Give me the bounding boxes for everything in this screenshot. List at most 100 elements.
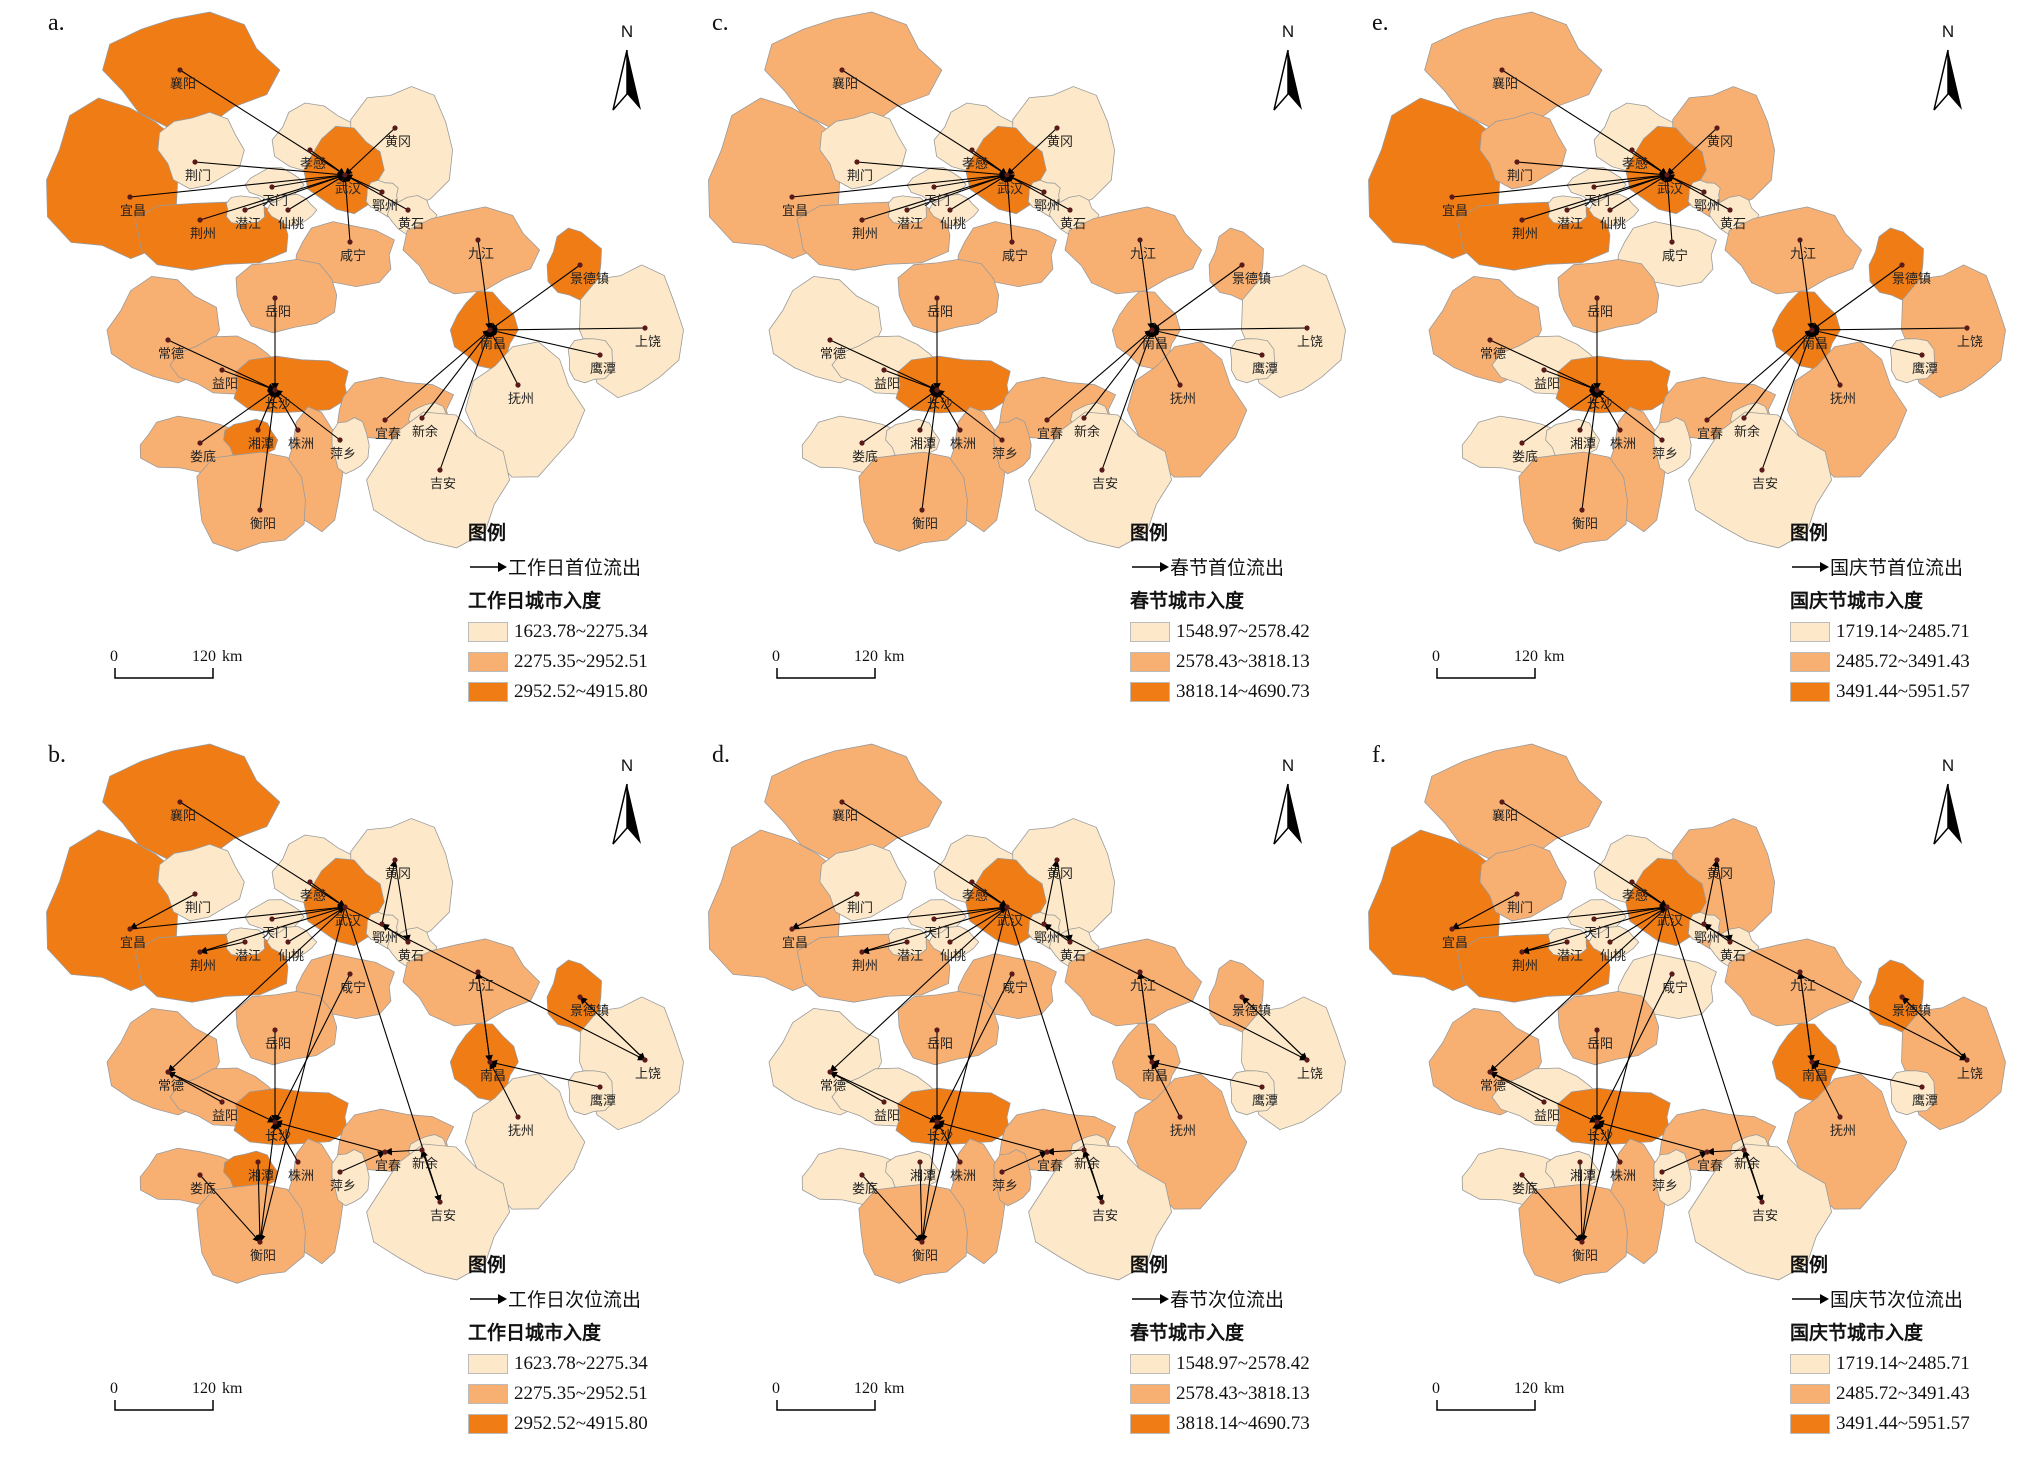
city-point: [642, 1057, 648, 1063]
city-label: 孝感: [1622, 156, 1648, 172]
scale-line: [1436, 1400, 1536, 1411]
city-point: [1004, 172, 1010, 178]
city-label: 上饶: [635, 335, 661, 350]
panel-letter: a.: [48, 10, 65, 36]
city-point: [382, 1149, 388, 1155]
city-label: 九江: [1790, 979, 1816, 994]
flow-arrow: [341, 174, 351, 243]
city-point: [1809, 327, 1815, 333]
north-arrow: N: [1928, 22, 1968, 117]
scale-unit: km: [222, 1380, 243, 1397]
flow-arrow: [933, 904, 1008, 920]
city-point: [192, 159, 198, 165]
city-region: [897, 990, 1000, 1066]
flow-arrow: [933, 172, 1008, 188]
city-point: [827, 1069, 833, 1075]
legend-class-label: 2578.43~3818.13: [1176, 1383, 1310, 1404]
city-region: [858, 451, 968, 552]
scale-line: [776, 668, 876, 679]
flow-arrow: [421, 329, 491, 419]
city-point: [379, 921, 385, 927]
city-label: 湘潭: [910, 1169, 936, 1184]
flow-arrow: [1577, 1161, 1586, 1243]
legend-index-title: 工作日城市入度: [468, 1322, 602, 1344]
city-point: [1519, 1172, 1525, 1178]
scale-max: 120: [192, 1380, 216, 1397]
flow-layer: [791, 801, 1308, 1243]
north-label: N: [1281, 22, 1295, 41]
flow-arrow: [1516, 161, 1668, 179]
city-label: 岳阳: [265, 1037, 291, 1052]
city-point: [1727, 939, 1733, 945]
city-region: [1688, 411, 1833, 549]
flow-arrow: [1811, 326, 1968, 334]
flow-arrow: [1151, 326, 1308, 334]
legend-class-label: 1719.14~2485.71: [1836, 1353, 1970, 1374]
city-point: [859, 217, 865, 223]
city-label: 荆门: [1507, 168, 1533, 184]
city-point: [219, 367, 225, 373]
flow-arrow: [1451, 171, 1668, 198]
city-label: 新余: [412, 424, 438, 440]
flow-arrow: [489, 1059, 601, 1088]
flow-arrow: [274, 973, 351, 1123]
city-point: [1259, 1084, 1265, 1090]
city-label: 吉安: [1092, 477, 1118, 492]
flow-arrow: [1521, 1174, 1583, 1243]
flow-arrow: [489, 329, 519, 386]
city-label: 武汉: [1657, 914, 1683, 929]
swatch-class-1: [468, 622, 508, 642]
city-point: [1041, 921, 1047, 927]
flow-arrow: [1151, 329, 1181, 386]
city-point: [1054, 125, 1060, 131]
legend-title: 图例: [1130, 1254, 1169, 1276]
flow-arrow: [1521, 941, 1568, 955]
legend-class-label: 1719.14~2485.71: [1836, 621, 1970, 642]
city-label: 武汉: [335, 914, 361, 929]
city-label: 南昌: [1802, 336, 1828, 352]
city-region: [858, 1183, 968, 1284]
scale-zero: 0: [772, 648, 780, 665]
flow-arrow: [921, 389, 940, 511]
flow-arrow: [1521, 173, 1668, 221]
city-label: 娄底: [852, 449, 878, 465]
legend-title: 图例: [1790, 1254, 1829, 1276]
city-label: 长沙: [927, 397, 953, 412]
city-point: [192, 891, 198, 897]
flow-arrow: [1811, 329, 1841, 386]
city-point: [917, 427, 923, 433]
flow-arrow: [179, 801, 346, 908]
scale-line: [1436, 668, 1536, 679]
legend-class-label: 2578.43~3818.13: [1176, 651, 1310, 672]
swatch-class-2: [1790, 652, 1830, 672]
city-point: [1577, 1159, 1583, 1165]
city-label: 宜春: [375, 427, 401, 442]
swatch-class-1: [1790, 622, 1830, 642]
city-point: [1577, 427, 1583, 433]
city-point: [1564, 207, 1570, 213]
city-region: [895, 355, 1011, 414]
city-label: 宜昌: [782, 936, 808, 951]
city-label: 吉安: [1092, 1209, 1118, 1224]
city-label: 南昌: [1142, 336, 1168, 352]
city-label: 衡阳: [250, 517, 276, 532]
city-point: [272, 387, 278, 393]
flow-arrow: [1716, 859, 1733, 943]
legend-flow-item: 工作日次位流出: [468, 1285, 648, 1312]
city-label: 新余: [1734, 1156, 1760, 1172]
flow-arrow: [1451, 893, 1518, 930]
panel-letter: b.: [48, 742, 66, 768]
city-label: 新余: [412, 1156, 438, 1172]
city-point: [1594, 1027, 1600, 1033]
city-point: [197, 440, 203, 446]
legend-class-label: 2952.52~4915.80: [514, 681, 648, 702]
legend-flow-label: 工作日次位流出: [508, 1289, 642, 1311]
city-label: 宜昌: [1442, 204, 1468, 219]
legend-flow-label: 国庆节首位流出: [1830, 557, 1964, 579]
city-point: [165, 337, 171, 343]
city-point: [1629, 147, 1635, 153]
city-point: [295, 1159, 301, 1165]
city-point: [177, 799, 183, 805]
